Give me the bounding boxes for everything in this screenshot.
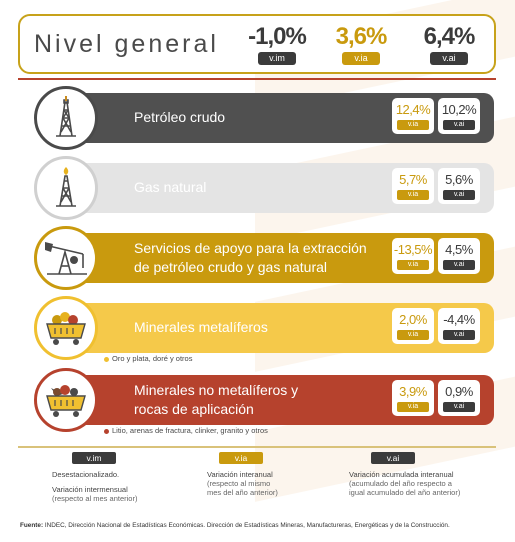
mine-cart-rocks-icon	[34, 368, 98, 432]
vai-tag: v.ai	[443, 190, 475, 200]
via-tag: v.ia	[397, 120, 429, 130]
via-tag: v.ia	[397, 402, 429, 412]
legend-divider	[18, 446, 496, 448]
vai-tag: v.ai	[443, 402, 475, 412]
page-title: Nivel general	[34, 30, 219, 58]
legend-vai: v.ai Variación acumulada interanual (acu…	[349, 452, 509, 497]
legend-tag: v.im	[72, 452, 116, 464]
legend-tag: v.ai	[371, 452, 415, 464]
metric-vim: -1,0% v.im	[246, 23, 308, 65]
vai-value-box: 10,2% v.ai	[438, 98, 480, 134]
vai-tag: v.ai	[443, 120, 475, 130]
row-note: Litio, arenas de fractura, clinker, gran…	[104, 426, 268, 435]
legend-desc: (acumulado del año respecto a	[349, 479, 452, 488]
via-value: 5,7%	[399, 172, 427, 187]
oil-derrick-icon	[34, 86, 98, 150]
via-tag: v.ia	[397, 330, 429, 340]
row-support-services: Servicios de apoyo para la extracción de…	[34, 226, 494, 290]
legend-desc-2: mes del año anterior)	[207, 488, 278, 497]
category-label: Gas natural	[134, 179, 207, 195]
vai-value-box: 0,9% v.ai	[438, 380, 480, 416]
vai-tag: v.ai	[443, 260, 475, 270]
legend-vim: v.im Desestacionalizado. Variación inter…	[52, 452, 212, 503]
legend-title: Desestacionalizado.	[52, 470, 120, 479]
source-label: Fuente:	[20, 522, 44, 529]
legend-desc: (respecto al mismo	[207, 479, 271, 488]
row-metal-minerals: Minerales metalíferos 2,0% v.ia -4,4% v.…	[34, 296, 494, 360]
category-label-line2: rocas de aplicación	[134, 401, 254, 417]
metric-vai: 6,4% v.ai	[418, 23, 480, 65]
vai-value-box: 4,5% v.ai	[438, 238, 480, 274]
vai-value: 10,2%	[441, 102, 477, 117]
row-crude-oil: Petróleo crudo 12,4% v.ia 10,2% v.ai	[34, 86, 494, 150]
header-divider	[18, 78, 496, 80]
gas-derrick-icon	[34, 156, 98, 220]
metric-tag: v.im	[258, 52, 296, 65]
category-bar: Minerales no metalíferos y rocas de apli…	[86, 375, 494, 425]
via-value: 3,9%	[399, 384, 427, 399]
source-footer: Fuente: INDEC, Dirección Nacional de Est…	[20, 522, 500, 529]
category-bar: Gas natural 5,7% v.ia 5,6% v.ai	[86, 163, 494, 213]
legend-desc: (respecto al mes anterior)	[52, 494, 138, 503]
source-text: INDEC, Dirección Nacional de Estadística…	[43, 522, 450, 529]
vai-value-box: 5,6% v.ai	[438, 168, 480, 204]
via-tag: v.ia	[397, 190, 429, 200]
row-nonmetal-minerals: Minerales no metalíferos y rocas de apli…	[34, 368, 494, 432]
via-value: -13,5%	[393, 242, 433, 257]
via-value-box: 12,4% v.ia	[392, 98, 434, 134]
category-bar: Petróleo crudo 12,4% v.ia 10,2% v.ai	[86, 93, 494, 143]
vai-value: 4,5%	[445, 242, 473, 257]
legend-tag: v.ia	[219, 452, 263, 464]
legend-title-2: Variación intermensual	[52, 485, 128, 494]
mine-cart-gold-icon	[34, 296, 98, 360]
category-label-line1: Servicios de apoyo para la extracción	[134, 240, 367, 256]
metric-value: -1,0%	[248, 23, 307, 50]
category-bar: Minerales metalíferos 2,0% v.ia -4,4% v.…	[86, 303, 494, 353]
vai-value: 5,6%	[445, 172, 473, 187]
category-label-line2: de petróleo crudo y gas natural	[134, 259, 328, 275]
via-value: 2,0%	[399, 312, 427, 327]
bullet-icon	[104, 356, 109, 362]
via-tag: v.ia	[397, 260, 429, 270]
metric-tag: v.ia	[342, 52, 380, 65]
note-text: Litio, arenas de fractura, clinker, gran…	[112, 426, 268, 435]
via-value-box: -13,5% v.ia	[392, 238, 434, 274]
legend-via: v.ia Variación interanual (respecto al m…	[207, 452, 367, 497]
pumpjack-icon	[34, 226, 98, 290]
legend-desc-2: igual acumulado del año anterior)	[349, 488, 461, 497]
metric-value: 3,6%	[335, 23, 388, 50]
vai-value: 0,9%	[445, 384, 473, 399]
row-natural-gas: Gas natural 5,7% v.ia 5,6% v.ai	[34, 156, 494, 220]
category-bar: Servicios de apoyo para la extracción de…	[86, 233, 494, 283]
note-text: Oro y plata, doré y otros	[112, 354, 193, 363]
general-level-panel: Nivel general -1,0% v.im 3,6% v.ia 6,4% …	[18, 14, 496, 74]
via-value-box: 2,0% v.ia	[392, 308, 434, 344]
category-label: Petróleo crudo	[134, 109, 226, 125]
via-value-box: 5,7% v.ia	[392, 168, 434, 204]
metric-value: 6,4%	[423, 23, 476, 50]
category-label-line1: Minerales no metalíferos y	[134, 382, 299, 398]
metric-tag: v.ai	[430, 52, 468, 65]
row-note: Oro y plata, doré y otros	[104, 354, 192, 363]
vai-value-box: -4,4% v.ai	[438, 308, 480, 344]
metric-via: 3,6% v.ia	[330, 23, 392, 65]
legend-title: Variación interanual	[207, 470, 273, 479]
via-value-box: 3,9% v.ia	[392, 380, 434, 416]
vai-value: -4,4%	[443, 312, 475, 327]
bullet-icon	[104, 428, 109, 434]
category-label: Minerales metalíferos	[134, 319, 268, 335]
via-value: 12,4%	[395, 102, 431, 117]
legend-title: Variación acumulada interanual	[349, 470, 454, 479]
vai-tag: v.ai	[443, 330, 475, 340]
